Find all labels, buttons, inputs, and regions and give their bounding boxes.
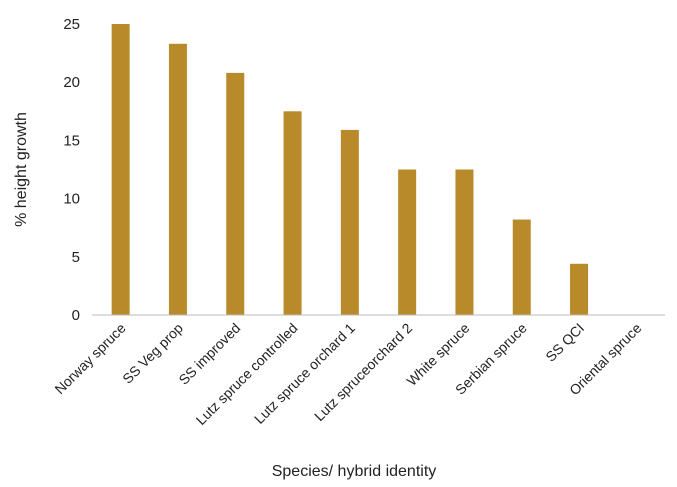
- y-tick-label: 5: [72, 249, 80, 266]
- y-tick-label: 20: [63, 74, 80, 91]
- bar: [455, 169, 474, 315]
- x-tick-label: SS QCI: [542, 320, 587, 365]
- y-axis-ticks: 0 5 10 15 20 25: [63, 16, 80, 324]
- bars: [111, 24, 589, 316]
- x-tick-label: Lutz spruceorchard 2: [311, 320, 415, 424]
- y-tick-label: 25: [63, 16, 80, 33]
- bar: [283, 111, 302, 315]
- x-tick-label: Norway spruce: [51, 320, 128, 397]
- x-tick-label: Lutz spruce orchard 1: [251, 320, 358, 427]
- bar: [111, 24, 130, 315]
- bar: [168, 43, 187, 316]
- y-tick-label: 0: [72, 307, 80, 324]
- bar: [570, 263, 589, 315]
- y-axis-label: % height growth: [13, 112, 30, 227]
- bar: [512, 219, 531, 315]
- bar: [398, 169, 417, 315]
- bar: [226, 72, 245, 315]
- x-tick-label: Lutz spruce controlled: [193, 320, 301, 428]
- y-tick-label: 10: [63, 191, 80, 208]
- x-axis-label: Species/ hybrid identity: [272, 463, 437, 480]
- y-tick-label: 15: [63, 132, 80, 149]
- bar: [340, 129, 359, 315]
